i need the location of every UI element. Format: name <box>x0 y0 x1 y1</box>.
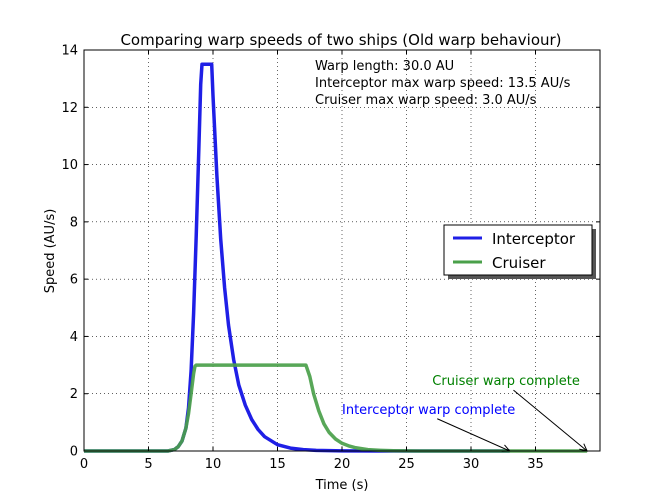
y-tick-label: 14 <box>61 44 78 59</box>
annotation-text-1: Cruiser warp complete <box>432 374 580 389</box>
y-tick-label: 0 <box>70 445 78 460</box>
info-line-warp-length: Warp length: 30.0 AU <box>315 59 454 74</box>
info-line-interceptor-speed: Interceptor max warp speed: 13.5 AU/s <box>315 76 571 91</box>
axis-ticks: 0 5 10 15 20 25 30 35 0 2 4 6 8 10 12 14 <box>61 44 600 472</box>
annotation-arrow-0 <box>437 418 510 452</box>
legend: Interceptor Cruiser <box>443 224 596 279</box>
x-tick-label: 30 <box>463 457 480 472</box>
y-tick-label: 10 <box>61 158 78 173</box>
legend-box <box>443 224 593 276</box>
x-tick-label: 15 <box>269 457 286 472</box>
annotation-arrowhead-0 <box>501 444 511 452</box>
x-tick-label: 25 <box>398 457 415 472</box>
y-tick-label: 12 <box>61 101 78 116</box>
chart-title: Comparing warp speeds of two ships (Old … <box>120 31 561 49</box>
legend-label-interceptor: Interceptor <box>492 230 576 248</box>
annotation-text-0: Interceptor warp complete <box>342 403 515 418</box>
info-line-cruiser-speed: Cruiser max warp speed: 3.0 AU/s <box>315 93 537 108</box>
x-tick-label: 35 <box>527 457 544 472</box>
info-text-block: Warp length: 30.0 AU Interceptor max war… <box>315 59 571 108</box>
y-tick-label: 8 <box>70 215 78 230</box>
y-axis-label: Speed (AU/s) <box>43 209 58 294</box>
x-tick-label: 20 <box>334 457 351 472</box>
x-axis-label: Time (s) <box>315 478 369 493</box>
annotation-arrow-1 <box>513 389 588 452</box>
y-tick-label: 2 <box>70 387 78 402</box>
annotations: Interceptor warp complete Cruiser warp co… <box>342 374 588 452</box>
legend-label-cruiser: Cruiser <box>492 254 546 272</box>
y-tick-label: 4 <box>70 330 78 345</box>
x-tick-label: 0 <box>80 457 88 472</box>
y-tick-label: 6 <box>70 273 78 288</box>
x-tick-label: 5 <box>144 457 152 472</box>
annotation-arrowhead-1 <box>579 443 588 452</box>
x-tick-label: 10 <box>205 457 222 472</box>
